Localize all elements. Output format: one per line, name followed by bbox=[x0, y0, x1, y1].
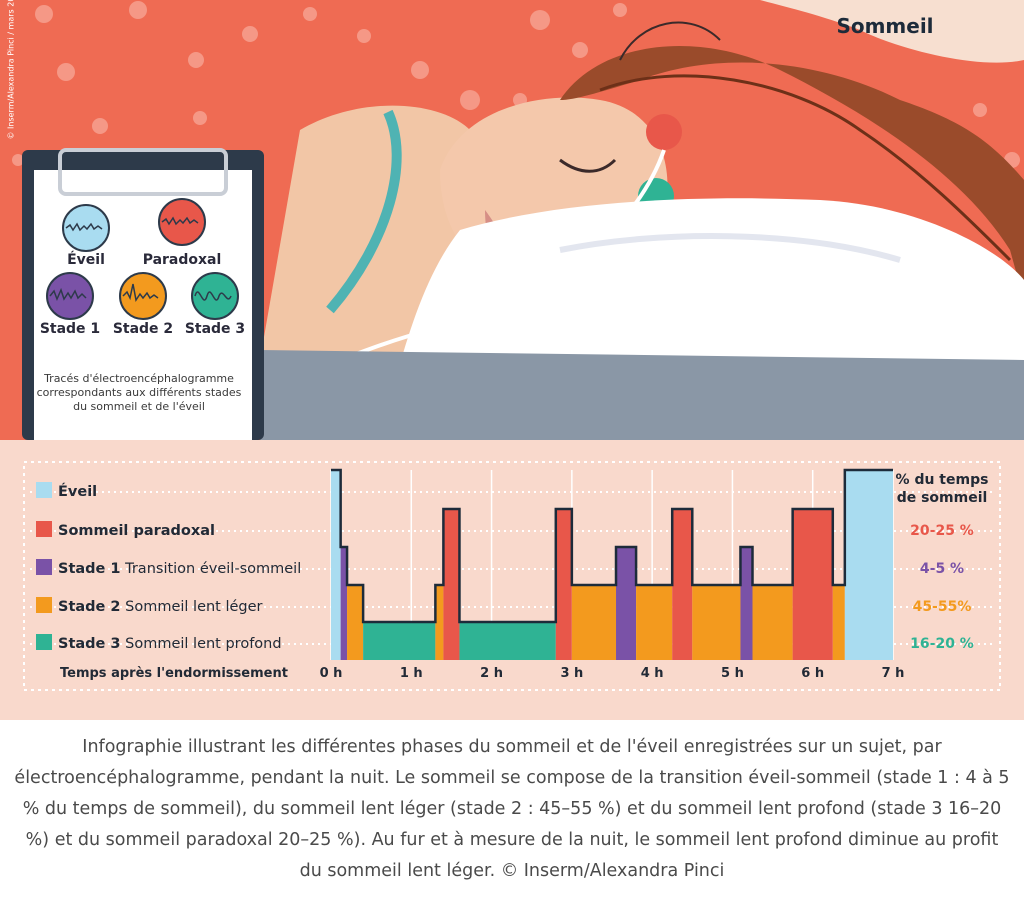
clip-label-eveil: Éveil bbox=[67, 252, 105, 268]
eeg-stade2-icon bbox=[119, 272, 167, 320]
stage-bar-paradoxal bbox=[555, 509, 572, 660]
stage-bar-stade1 bbox=[340, 547, 348, 660]
eeg-paradoxal-icon bbox=[158, 198, 206, 246]
stage-bar-paradoxal bbox=[792, 509, 833, 660]
x-axis-label: Temps après l'endormissement bbox=[60, 666, 288, 681]
stage-bar-stade1 bbox=[740, 547, 753, 660]
stage-bar-stade2 bbox=[435, 585, 444, 660]
sleep-illustration: Sommeil © Inserm/Alexandra Pinci / mars … bbox=[0, 0, 1024, 440]
x-tick-label: 6 h bbox=[801, 666, 824, 681]
illustration-title: Sommeil bbox=[836, 14, 934, 38]
legend-label-stade3: Stade 3 Sommeil lent profond bbox=[58, 636, 282, 652]
stage-bar-stade2 bbox=[832, 585, 845, 660]
percent-column: % du temps de sommeil 20-25 % 4-5 % 45-55%… bbox=[896, 472, 989, 652]
stage-bar-eveil bbox=[331, 470, 341, 660]
pct-header-line1: % du temps bbox=[896, 472, 989, 488]
hair-strands bbox=[599, 74, 1012, 262]
stage-bar-paradoxal bbox=[672, 509, 693, 660]
stage-bar-paradoxal bbox=[443, 509, 460, 660]
x-tick-label: 3 h bbox=[560, 666, 583, 681]
legend-swatch-eveil bbox=[36, 482, 52, 498]
pct-value-stade1: 4-5 % bbox=[920, 561, 964, 577]
pct-value-paradoxal: 20-25 % bbox=[910, 523, 974, 539]
legend-swatch-stade1 bbox=[36, 559, 52, 575]
stage-bar-stade2 bbox=[571, 585, 617, 660]
pct-value-stade3: 16-20 % bbox=[910, 636, 974, 652]
x-tick-label: 4 h bbox=[641, 666, 664, 681]
legend-swatch-stade3 bbox=[36, 634, 52, 650]
shoulder bbox=[260, 105, 470, 360]
clip-label-stade2: Stade 2 bbox=[112, 321, 174, 337]
hair bbox=[560, 45, 1024, 300]
pct-header-line2: de sommeil bbox=[897, 490, 988, 506]
legend-label-paradoxal: Sommeil paradoxal bbox=[58, 523, 215, 539]
x-tick-label: 0 h bbox=[320, 666, 343, 681]
clip-label-stade1: Stade 1 bbox=[39, 321, 101, 337]
hypnogram-chart: Éveil Sommeil paradoxal Stade 1 Transition… bbox=[23, 461, 1001, 691]
closed-eye bbox=[559, 158, 617, 173]
pillow-fold bbox=[559, 233, 901, 263]
stage-bar-stade2 bbox=[752, 585, 793, 660]
stage-bar-stade2 bbox=[636, 585, 673, 660]
pct-value-stade2: 45-55% bbox=[913, 599, 972, 615]
stage-bar-eveil bbox=[844, 470, 893, 660]
x-tick-label: 7 h bbox=[882, 666, 905, 681]
electrode-red bbox=[646, 114, 682, 150]
clipboard-clip bbox=[58, 148, 228, 196]
figure-caption: Infographie illustrant les différentes p… bbox=[14, 737, 1010, 881]
clipboard-caption: Tracés d'électroencéphalogramme correspo… bbox=[36, 372, 242, 413]
stage-bar-stade2 bbox=[692, 585, 741, 660]
stage-bar-stade1 bbox=[616, 547, 637, 660]
bed-sheet bbox=[260, 350, 1024, 440]
stage-bar-stade3 bbox=[459, 622, 556, 660]
legend-swatch-paradoxal bbox=[36, 521, 52, 537]
vertical-credit: © Inserm/Alexandra Pinci / mars 2017 bbox=[6, 0, 16, 140]
stage-bar-stade3 bbox=[363, 622, 436, 660]
x-tick-label: 1 h bbox=[400, 666, 423, 681]
stage-bars bbox=[331, 470, 893, 660]
tank-strap bbox=[326, 109, 402, 314]
legend-label-eveil: Éveil bbox=[58, 483, 97, 500]
stage-legend: Éveil Sommeil paradoxal Stade 1 Transition… bbox=[36, 482, 301, 652]
hypnogram-outline bbox=[331, 468, 893, 624]
legend-swatch-stade2 bbox=[36, 597, 52, 613]
hypnogram-panel: Éveil Sommeil paradoxal Stade 1 Transition… bbox=[0, 440, 1024, 720]
stage-bar-stade2 bbox=[347, 585, 364, 660]
clip-label-paradoxal: Paradoxal bbox=[142, 252, 222, 268]
eeg-eveil-icon bbox=[62, 204, 110, 252]
clip-label-stade3: Stade 3 bbox=[184, 321, 246, 337]
x-axis-ticks: 0 h 1 h 2 h 3 h 4 h 5 h 6 h 7 h bbox=[320, 666, 905, 681]
legend-label-stade2: Stade 2 Sommeil lent léger bbox=[58, 599, 263, 615]
eeg-stade1-icon bbox=[46, 272, 94, 320]
loose-hair bbox=[619, 21, 721, 61]
legend-label-stade1: Stade 1 Transition éveil-sommeil bbox=[58, 561, 301, 577]
corner-swoosh bbox=[760, 0, 1024, 63]
x-tick-label: 2 h bbox=[480, 666, 503, 681]
sleeping-woman-drawing bbox=[12, 0, 1024, 440]
eeg-stade3-icon bbox=[191, 272, 239, 320]
x-tick-label: 5 h bbox=[721, 666, 744, 681]
